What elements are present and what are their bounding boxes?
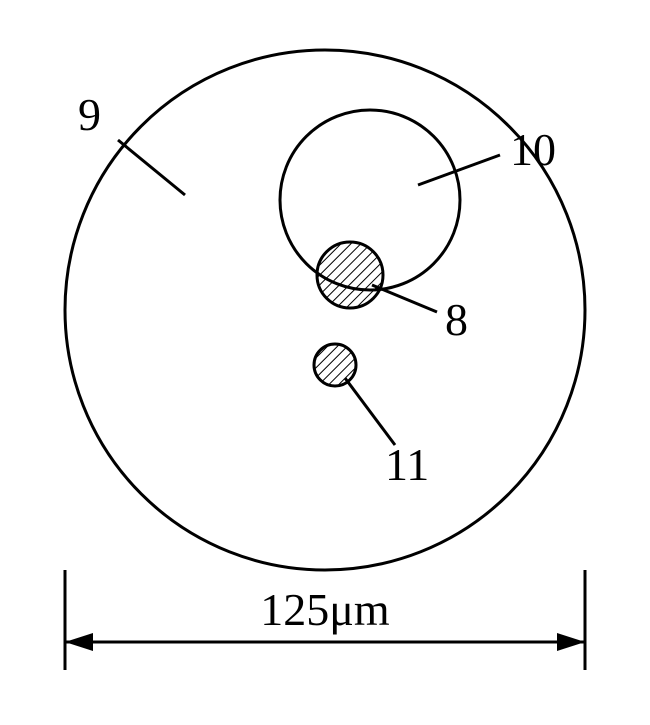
dim-arrow-left <box>65 633 93 651</box>
label-l11-label: 11 <box>385 439 429 490</box>
dimension-text: 125μm <box>260 584 390 635</box>
hatched-dot-upper <box>317 242 383 308</box>
label-l8-label: 8 <box>445 294 468 345</box>
dim-arrow-right <box>557 633 585 651</box>
label-l9-label: 9 <box>78 89 101 140</box>
label-l11-leader <box>345 378 395 445</box>
hatched-dot-lower <box>314 344 356 386</box>
label-l10-label: 10 <box>510 124 556 175</box>
label-l9-leader <box>118 140 185 195</box>
label-l8-leader <box>372 285 437 312</box>
outer-circle <box>65 50 585 570</box>
